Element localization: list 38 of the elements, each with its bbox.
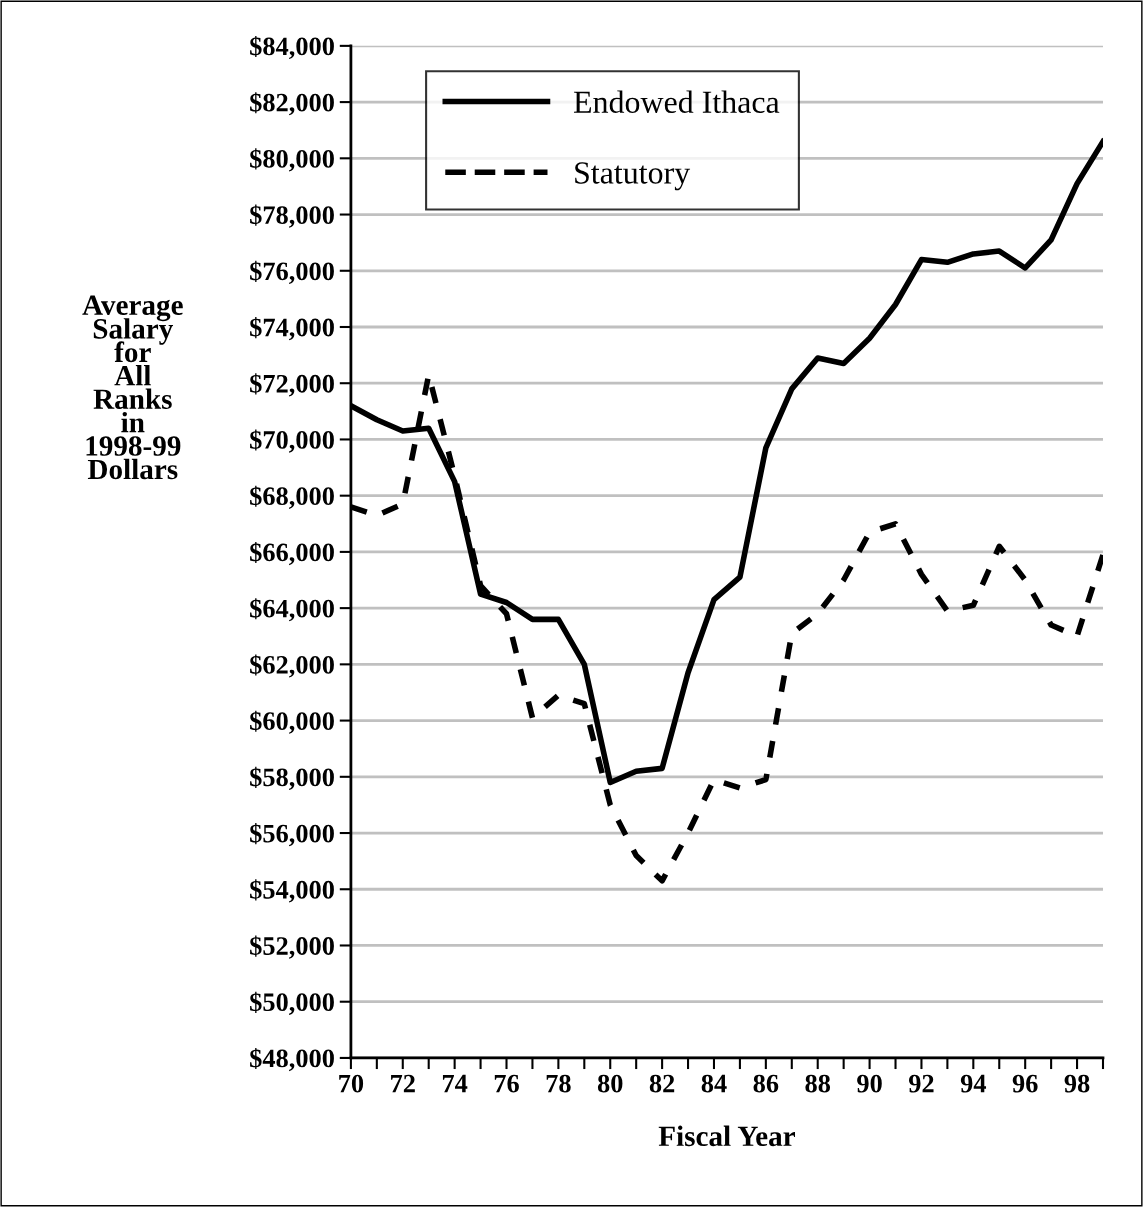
y-tick-label: $52,000 xyxy=(250,935,334,959)
y-tick-label: $78,000 xyxy=(250,204,334,228)
x-tick-label: 94 xyxy=(960,1074,987,1093)
y-tick-label: $70,000 xyxy=(250,429,334,453)
x-tick-label: 86 xyxy=(753,1074,779,1093)
y-tick-label: $58,000 xyxy=(250,766,334,791)
y-tick-label: $74,000 xyxy=(250,317,334,341)
x-tick-label: 80 xyxy=(597,1074,623,1093)
y-tick-label: $72,000 xyxy=(250,373,334,397)
x-tick-label: 78 xyxy=(546,1074,571,1093)
legend-label: Endowed Ithaca xyxy=(573,90,780,114)
x-tick-label: 82 xyxy=(649,1074,675,1093)
y-tick-label: $64,000 xyxy=(250,598,334,622)
y-tick-label: $80,000 xyxy=(250,148,334,172)
y-tick-label: $56,000 xyxy=(250,823,334,847)
y-tick-label: $66,000 xyxy=(250,541,334,566)
y-tick-label: $50,000 xyxy=(250,991,334,1015)
x-tick-label: 74 xyxy=(442,1074,468,1093)
x-axis-title: Fiscal Year xyxy=(658,1125,796,1147)
x-tick-label: 96 xyxy=(1012,1074,1038,1093)
y-tick-label: $68,000 xyxy=(250,485,334,509)
x-tick-label: 88 xyxy=(805,1074,831,1093)
y-tick-label: $82,000 xyxy=(250,92,334,116)
legend-label: Statutory xyxy=(575,162,691,191)
y-axis-title: Average Salary for All Ranks in 1998-99 Dollars xyxy=(82,295,183,480)
x-tick-label: 76 xyxy=(494,1074,519,1093)
x-tick-label: 92 xyxy=(908,1074,934,1093)
x-tick-label: 70 xyxy=(339,1074,364,1093)
y-tick-label: $54,000 xyxy=(250,879,334,903)
x-tick-label: 90 xyxy=(857,1074,882,1093)
y-tick-label: $62,000 xyxy=(250,654,334,678)
x-tick-label: 72 xyxy=(391,1074,415,1093)
y-tick-label: $60,000 xyxy=(250,710,334,734)
y-tick-label: $76,000 xyxy=(250,260,334,285)
y-tick-label: $48,000 xyxy=(250,1047,334,1072)
y-tick-label: $84,000 xyxy=(250,35,334,60)
x-tick-label: 98 xyxy=(1064,1074,1090,1093)
x-tick-label: 84 xyxy=(701,1074,727,1093)
